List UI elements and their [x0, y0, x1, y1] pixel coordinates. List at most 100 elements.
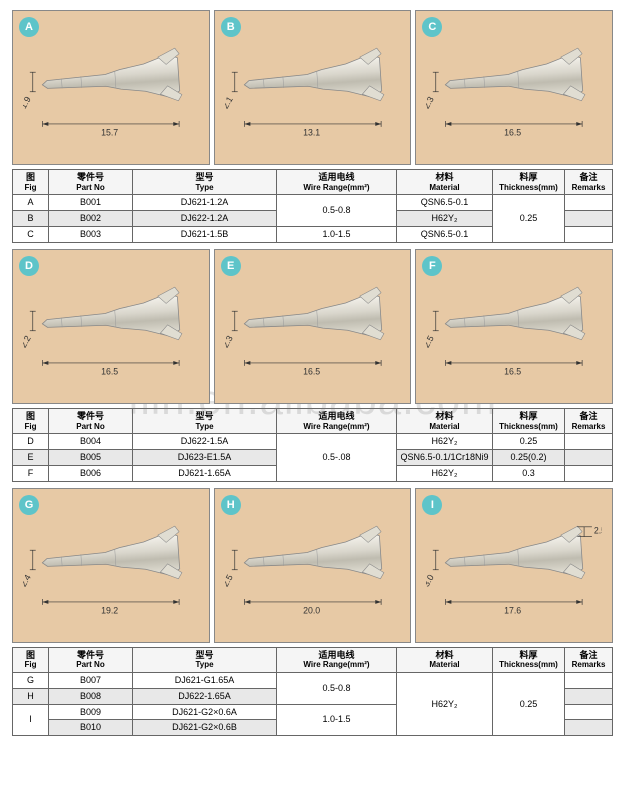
svg-text:16.5: 16.5: [101, 366, 118, 376]
svg-text:2.2: 2.2: [23, 333, 33, 349]
col-mat: 材料Material: [397, 170, 493, 195]
col-mat: 材料Material: [397, 408, 493, 433]
cell-type: DJ621-G2×0.6A: [133, 704, 277, 720]
cell-part: B008: [49, 688, 133, 704]
cell-thick: 0.25(0.2): [493, 449, 565, 465]
cell-rem: [565, 688, 613, 704]
col-type: 型号Type: [133, 170, 277, 195]
col-type: 型号Type: [133, 408, 277, 433]
cell-rem: [565, 434, 613, 450]
figure-cell-e: E 2.3 16.5: [214, 249, 412, 404]
cell-mat: QSN6.5-0.1: [397, 195, 493, 211]
cell-wire: 0.5-0.8: [277, 672, 397, 704]
cell-rem: [565, 672, 613, 688]
cell-part: B006: [49, 465, 133, 481]
cell-thick: 0.25: [493, 434, 565, 450]
col-fig: 图Fig: [13, 408, 49, 433]
cell-fig: F: [13, 465, 49, 481]
cell-mat: H62Y₂: [397, 434, 493, 450]
cell-mat: QSN6.5-0.1/1Cr18Ni9: [397, 449, 493, 465]
section-1: A 1.9 15.7 B: [12, 10, 613, 243]
svg-text:3.0: 3.0: [426, 572, 436, 588]
cell-type: DJ622-1.65A: [133, 688, 277, 704]
figure-cell-f: F 2.5 16.5: [415, 249, 613, 404]
cell-type: DJ621-1.65A: [133, 465, 277, 481]
figure-badge: H: [221, 495, 241, 515]
svg-text:2.1: 2.1: [225, 95, 235, 111]
figure-badge: I: [422, 495, 442, 515]
figure-cell-b: B 2.1 13.1: [214, 10, 412, 165]
figure-badge: A: [19, 17, 39, 37]
cell-thick: 0.25: [493, 672, 565, 735]
section-3: G 2.4 19.2 H: [12, 488, 613, 737]
col-rem: 备注Remarks: [565, 170, 613, 195]
svg-text:2.5: 2.5: [426, 333, 436, 349]
cell-fig: B: [13, 211, 49, 227]
cell-part: B004: [49, 434, 133, 450]
figure-badge: D: [19, 256, 39, 276]
col-part: 零件号Part No: [49, 408, 133, 433]
col-thick: 料厚Thickness(mm): [493, 647, 565, 672]
cell-part: B003: [49, 226, 133, 242]
svg-text:15.7: 15.7: [101, 128, 118, 138]
cell-wire: 1.0-1.5: [277, 704, 397, 736]
col-wire: 适用电线Wire Range(mm²): [277, 408, 397, 433]
cell-rem: [565, 449, 613, 465]
cell-type: DJ623-E1.5A: [133, 449, 277, 465]
cell-type: DJ621-G1.65A: [133, 672, 277, 688]
svg-text:16.5: 16.5: [303, 366, 320, 376]
col-rem: 备注Remarks: [565, 647, 613, 672]
svg-text:2.5: 2.5: [225, 572, 235, 588]
figure-cell-h: H 2.5 20.0: [214, 488, 412, 643]
table-row: GB007 DJ621-G1.65A0.5-0.8H62Y₂0.25: [13, 672, 613, 688]
cell-fig: E: [13, 449, 49, 465]
cell-part: B001: [49, 195, 133, 211]
col-thick: 料厚Thickness(mm): [493, 408, 565, 433]
cell-rem: [565, 195, 613, 211]
col-mat: 材料Material: [397, 647, 493, 672]
svg-text:20.0: 20.0: [303, 605, 320, 615]
col-wire: 适用电线Wire Range(mm²): [277, 170, 397, 195]
cell-fig: H: [13, 688, 49, 704]
svg-text:2.3: 2.3: [225, 333, 235, 349]
cell-mat: H62Y₂: [397, 465, 493, 481]
cell-fig: G: [13, 672, 49, 688]
table-row: D B004 DJ622-1.5A0.5-.08H62Y₂ 0.25: [13, 434, 613, 450]
figure-cell-i: I 2.5 3.0 17.6: [415, 488, 613, 643]
svg-text:19.2: 19.2: [101, 605, 118, 615]
col-rem: 备注Remarks: [565, 408, 613, 433]
cell-part: B002: [49, 211, 133, 227]
cell-part: B009: [49, 704, 133, 720]
figure-cell-d: D 2.2 16.5: [12, 249, 210, 404]
svg-text:13.1: 13.1: [303, 128, 320, 138]
cell-wire: 0.5-.08: [277, 434, 397, 481]
cell-part: B010: [49, 720, 133, 736]
figure-cell-c: C 2.3 16.5: [415, 10, 613, 165]
cell-rem: [565, 704, 613, 720]
figure-badge: G: [19, 495, 39, 515]
svg-text:2.5: 2.5: [594, 525, 602, 535]
cell-part: B005: [49, 449, 133, 465]
col-type: 型号Type: [133, 647, 277, 672]
cell-mat: H62Y₂: [397, 211, 493, 227]
figure-cell-g: G 2.4 19.2: [12, 488, 210, 643]
table-row: A B001 DJ621-1.2A0.5-0.8QSN6.5-0.10.25: [13, 195, 613, 211]
cell-wire: 0.5-0.8: [277, 195, 397, 227]
cell-thick: 0.3: [493, 465, 565, 481]
svg-text:16.5: 16.5: [504, 366, 521, 376]
svg-text:16.5: 16.5: [504, 128, 521, 138]
col-thick: 料厚Thickness(mm): [493, 170, 565, 195]
figure-row-3: G 2.4 19.2 H: [12, 488, 613, 643]
spec-table-3: 图Fig 零件号Part No 型号Type 适用电线Wire Range(mm…: [12, 647, 613, 737]
col-part: 零件号Part No: [49, 647, 133, 672]
col-part: 零件号Part No: [49, 170, 133, 195]
figure-badge: C: [422, 17, 442, 37]
cell-fig: C: [13, 226, 49, 242]
spec-table-2: 图Fig 零件号Part No 型号Type 适用电线Wire Range(mm…: [12, 408, 613, 482]
col-fig: 图Fig: [13, 170, 49, 195]
cell-thick: 0.25: [493, 195, 565, 242]
cell-type: DJ621-1.5B: [133, 226, 277, 242]
svg-text:17.6: 17.6: [504, 605, 521, 615]
cell-type: DJ622-1.5A: [133, 434, 277, 450]
cell-type: DJ622-1.2A: [133, 211, 277, 227]
